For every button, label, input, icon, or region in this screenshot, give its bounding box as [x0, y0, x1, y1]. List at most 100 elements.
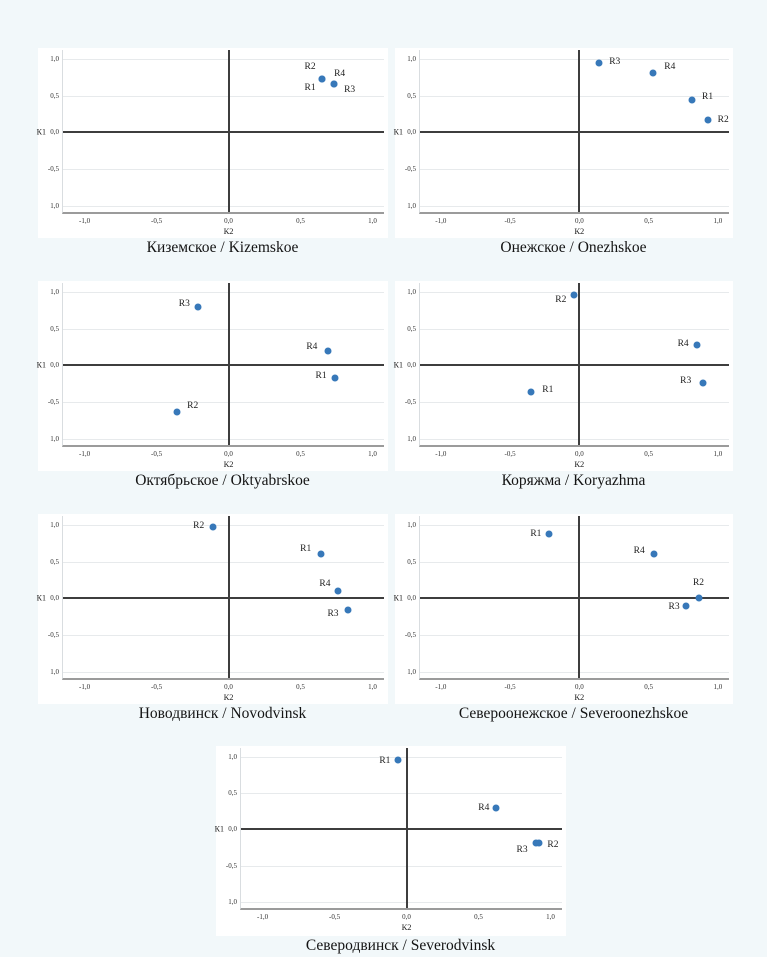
- x-axis-line: [63, 364, 384, 367]
- gridline: [420, 524, 729, 526]
- x-tick-label: -1,0: [257, 913, 269, 921]
- x-tick-label: 0,5: [644, 450, 653, 458]
- y-axis-label: К1: [393, 127, 403, 137]
- x-tick-label: -1,0: [79, 450, 91, 458]
- plot-area: 1,0 0,5 0,0 -0,5 1,0 -1,0 -0,5 0,0 0,5 1,0 К1 К2 R1 R…: [37, 283, 384, 469]
- x-axis-label: К2: [223, 226, 234, 236]
- point-dot-R1: [331, 374, 339, 382]
- point-dot-R2: [570, 291, 578, 299]
- plot-area: 1,0 0,5 0,0 -0,5 1,0 -1,0 -0,5 0,0 0,5 1,0 К1 К2 R1 R…: [394, 283, 729, 469]
- y-tick-label: -0,5: [404, 631, 416, 640]
- y-tick-label: 1,0: [228, 898, 237, 907]
- point-label-R4: R4: [633, 546, 645, 557]
- y-tick-label: 0,0: [407, 128, 416, 137]
- gridline: [63, 672, 384, 674]
- point-dot-R4: [649, 69, 657, 77]
- chart-block-oktyabrskoe: 1,0 0,5 0,0 -0,5 1,0 -1,0 -0,5 0,0 0,5 1,0 К1 К2 R1 R…: [37, 281, 388, 489]
- point-dot-R3: [682, 602, 690, 610]
- x-tick-label: 0,0: [574, 217, 584, 225]
- point-dot-R2: [695, 594, 703, 602]
- chart-title: Киземское / Kizemskoe: [146, 239, 299, 256]
- y-axis-line: [578, 50, 581, 212]
- point-label-R4: R4: [319, 579, 331, 590]
- y-tick-label: 1,0: [407, 668, 416, 677]
- x-tick-label: 0,0: [574, 450, 584, 458]
- gridline: [420, 206, 729, 208]
- y-axis-label: К1: [214, 824, 224, 834]
- x-axis-line: [420, 131, 729, 134]
- x-axis-label: К2: [574, 459, 585, 469]
- point-dot-R3: [699, 379, 707, 387]
- x-axis-line: [241, 828, 562, 831]
- x-tick-label: -0,5: [504, 683, 516, 691]
- chart-card: 1,0 0,5 0,0 -0,5 1,0 -1,0 -0,5 0,0 0,5 1,0 К1 К2 R1 R…: [37, 514, 388, 704]
- point-dot-R4: [492, 804, 500, 812]
- chart-block-severoonezhskoe: 1,0 0,5 0,0 -0,5 1,0 -1,0 -0,5 0,0 0,5 1,0 К1 К2 R1 R…: [393, 514, 733, 722]
- point-label-R3: R3: [178, 298, 190, 309]
- point-label-R1: R1: [304, 83, 316, 94]
- y-tick-label: 0,5: [228, 789, 237, 798]
- x-axis-line: [63, 597, 384, 600]
- gridline: [63, 291, 384, 293]
- y-tick-label: 1,0: [50, 202, 59, 211]
- y-tick-label: -0,5: [225, 861, 237, 870]
- y-tick-label: 0,5: [407, 91, 416, 100]
- y-tick-label: 0,5: [50, 557, 59, 566]
- point-label-R2: R2: [187, 400, 199, 411]
- x-tick-label: -1,0: [79, 217, 91, 225]
- point-dot-R4: [330, 80, 338, 88]
- point-label-R3: R3: [609, 56, 621, 67]
- chart-block-koryazhma: 1,0 0,5 0,0 -0,5 1,0 -1,0 -0,5 0,0 0,5 1,0 К1 К2 R1 R…: [394, 281, 733, 489]
- gridline: [241, 756, 562, 758]
- point-dot-R3: [532, 839, 540, 847]
- x-tick-label: 1,0: [368, 450, 377, 458]
- point-label-R3: R3: [327, 609, 339, 620]
- y-axis-line: [578, 283, 581, 445]
- y-tick-label: -0,5: [47, 165, 59, 174]
- x-axis-line: [420, 597, 729, 600]
- x-axis-line: [420, 364, 729, 367]
- x-tick-label: 0,0: [224, 217, 233, 225]
- x-axis-label: К2: [223, 692, 234, 702]
- point-label-R2: R2: [717, 114, 729, 125]
- x-axis-label: К2: [574, 226, 585, 236]
- point-dot-R1: [317, 550, 325, 558]
- point-label-R2: R2: [692, 578, 705, 589]
- chart-card: 1,0 0,5 0,0 -0,5 1,0 -1,0 -0,5 0,0 0,5 1,0 К1 К2 R1 R…: [394, 281, 733, 471]
- gridline: [63, 169, 384, 171]
- y-axis-label: К1: [393, 593, 403, 603]
- x-tick-label: 0,5: [296, 683, 305, 691]
- y-tick-label: 1,0: [50, 435, 59, 444]
- chart-block-severodvinsk: 1,0 0,5 0,0 -0,5 1,0 -1,0 -0,5 0,0 0,5 1,0 К1 К2 R1 R…: [214, 746, 566, 954]
- point-label-R1: R1: [542, 384, 554, 395]
- gridline: [63, 58, 384, 60]
- y-tick-label: 1,0: [50, 54, 59, 63]
- gridline: [420, 328, 729, 330]
- y-tick-label: 0,0: [50, 128, 59, 137]
- y-axis-line: [227, 50, 230, 212]
- y-tick-label: 1,0: [407, 435, 416, 444]
- y-tick-label: 0,5: [50, 324, 59, 333]
- gridline: [63, 524, 384, 526]
- chart-card: 1,0 0,5 0,0 -0,5 1,0 -1,0 -0,5 0,0 0,5 1,0 К1 К2 R1 R…: [393, 514, 733, 704]
- gridline: [63, 439, 384, 441]
- y-tick-label: 1,0: [407, 202, 416, 211]
- gridline: [420, 95, 729, 97]
- gridline: [420, 635, 729, 637]
- point-label-R3: R3: [344, 84, 356, 95]
- y-tick-label: 1,0: [407, 287, 416, 296]
- x-tick-label: 0,5: [644, 683, 653, 691]
- point-dot-R1: [688, 96, 696, 104]
- x-tick-label: 1,0: [713, 683, 723, 691]
- point-dot-R4: [334, 587, 342, 595]
- y-tick-label: 1,0: [228, 752, 237, 761]
- y-tick-label: 1,0: [50, 520, 59, 529]
- point-label-R4: R4: [334, 68, 346, 79]
- x-axis-line: [63, 131, 384, 134]
- point-label-R2: R2: [304, 62, 316, 73]
- chart-title: Октябрьское / Oktyabrskoe: [135, 472, 310, 489]
- point-label-R3: R3: [516, 845, 528, 856]
- point-label-R1: R1: [300, 544, 312, 555]
- y-tick-label: 0,0: [407, 361, 416, 370]
